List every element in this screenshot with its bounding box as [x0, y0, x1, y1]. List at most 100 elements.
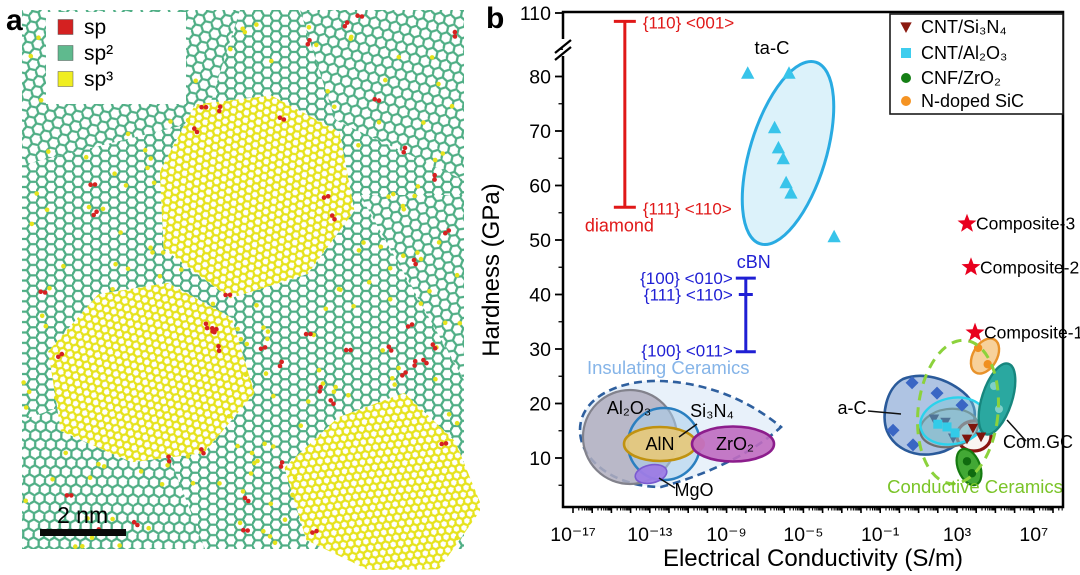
sp3-atom	[387, 297, 393, 302]
cbn-tick-label: {111} <110>	[644, 286, 733, 305]
ta-c-label: ta-C	[755, 37, 790, 58]
sp-atom	[241, 527, 246, 533]
a-c-label: a-C	[837, 398, 866, 418]
sp-atom	[64, 493, 70, 498]
sp-atoms	[38, 13, 458, 535]
sp3-atom	[38, 98, 44, 103]
com-gc-label: Com.GC	[1003, 432, 1073, 452]
sp-atom	[446, 228, 452, 233]
sp3-atom	[356, 143, 361, 148]
sp-atom	[328, 398, 334, 403]
diamond-grain	[48, 282, 255, 463]
x-axis-tick-label: 10⁻⁵	[783, 524, 823, 546]
sp3-atom	[261, 528, 266, 534]
sp3-atom	[356, 248, 362, 253]
sp3-atom	[226, 414, 232, 419]
sp-atom	[88, 182, 93, 187]
sp3-atom	[442, 320, 448, 326]
sp-atom	[194, 129, 200, 135]
sp3-atom	[387, 266, 393, 271]
sp-atom	[201, 450, 206, 456]
sp-atom	[59, 351, 65, 357]
sp-atom	[386, 344, 392, 350]
sp3-atom	[110, 287, 115, 292]
sp3-atom	[29, 221, 35, 227]
y-axis-tick-label: 110	[520, 3, 551, 25]
y-axis-tick-label: 10	[529, 448, 551, 470]
sp3-atom	[333, 384, 338, 390]
cbn-hardness-range	[735, 276, 756, 354]
legend-item-label: CNF/ZrO₂	[921, 68, 1001, 88]
sp3-atom	[346, 393, 351, 398]
diamond-name-label: diamond	[585, 215, 654, 235]
sp3-atom	[240, 26, 245, 32]
com-gc-leader-line	[1006, 419, 1027, 442]
sp-atom	[203, 104, 209, 110]
cbn-tick-label: {100} <011>	[641, 342, 732, 361]
composite-star	[957, 213, 977, 232]
data-point-3	[928, 414, 940, 425]
data-point-6	[983, 360, 992, 369]
sp3-atom	[314, 42, 319, 48]
series-cnf-zro-	[962, 457, 977, 478]
sp3-atom	[338, 287, 343, 293]
si3n4-label: Si₃N₄	[690, 401, 734, 421]
sp-atom	[135, 522, 140, 528]
sp-atom	[388, 348, 394, 353]
x-axis-tick-label: 10⁷	[1019, 524, 1048, 546]
data-point-5	[962, 457, 972, 466]
cnf-zro2-region	[955, 447, 983, 487]
sp3-atom	[386, 194, 391, 199]
sp-atom	[412, 363, 417, 368]
sp3-atom	[271, 393, 276, 399]
sp3-atom	[148, 245, 153, 250]
diamond-bottom-label: {111} <110>	[643, 199, 732, 218]
data-point-0	[782, 66, 796, 79]
sp-atom	[199, 447, 204, 452]
sp3-atom	[159, 482, 165, 487]
sp-atom	[91, 212, 96, 218]
y-axis-title: Hardness (GPa)	[480, 183, 505, 356]
sp3-atom	[454, 535, 460, 541]
sp3-atom	[244, 341, 250, 347]
sp-atom	[212, 329, 217, 335]
sp-atom	[94, 209, 99, 214]
sp3-atom	[23, 498, 29, 504]
sp3-atom	[85, 516, 90, 521]
sp3-atom	[46, 149, 51, 154]
sp3-atom	[123, 183, 129, 188]
sp3-atom	[36, 35, 41, 40]
data-point-1	[955, 398, 969, 412]
sp-atom	[56, 354, 61, 360]
series-a-c	[886, 376, 969, 452]
cbn-tick-label: {100} <010>	[640, 269, 733, 288]
sp3-atom	[26, 389, 32, 395]
sp-atom	[359, 14, 365, 19]
sp-atom	[166, 454, 171, 460]
sp3-atom	[446, 412, 452, 417]
sp-atom	[412, 358, 418, 364]
legend-marker-circle	[901, 73, 911, 83]
y-axis-tick-label: 20	[529, 394, 551, 416]
zro2-label: ZrO₂	[716, 434, 754, 454]
sp-atom	[317, 389, 323, 394]
sp-atom	[343, 347, 349, 353]
sp3-atom	[429, 55, 435, 60]
sp3-atom	[185, 117, 191, 123]
sp3-atom	[418, 301, 424, 306]
y-axis-break-mark	[554, 46, 572, 61]
sp3-atom	[235, 443, 240, 449]
legend-item-label: CNT/Si₃N₄	[921, 17, 1007, 37]
sp3-atom	[142, 147, 148, 153]
sp3-atom	[150, 250, 155, 255]
sp3-atom	[249, 450, 255, 456]
sp3-atom	[332, 104, 337, 110]
panel-b-label: b	[486, 2, 505, 35]
sp3-atom	[96, 461, 101, 467]
sp3-atom	[23, 405, 29, 410]
sp-atom	[329, 213, 335, 218]
sp3-atom	[457, 321, 463, 326]
sp3-atom	[415, 250, 420, 255]
sp-atom	[310, 530, 315, 535]
